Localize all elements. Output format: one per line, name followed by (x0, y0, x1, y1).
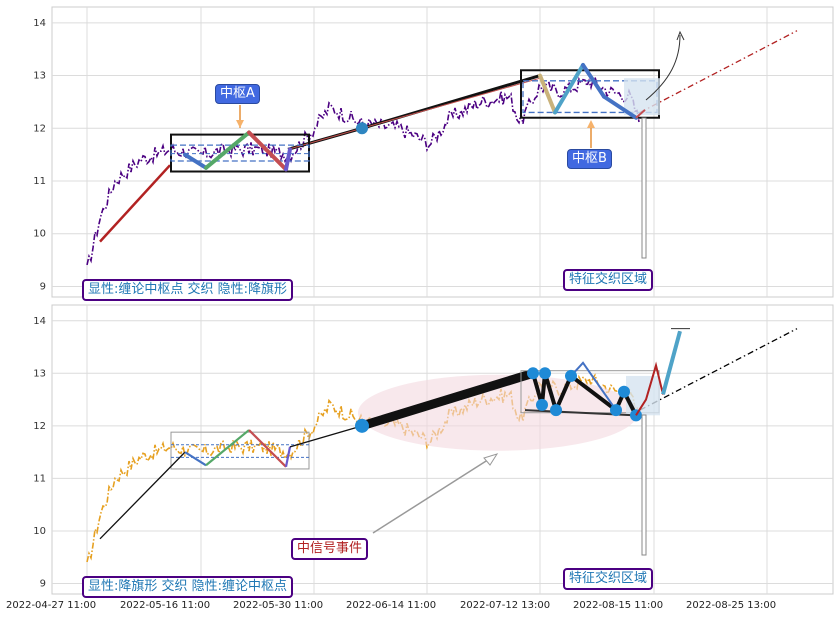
y-tick-label: 10 (33, 229, 46, 240)
bottom-stroke-1 (99, 451, 186, 540)
bottom-projection-line (639, 328, 798, 411)
y-tick-label: 10 (33, 526, 46, 537)
x-tick-label: 2022-05-30 11:00 (233, 600, 324, 611)
bottom-node-point (550, 404, 562, 417)
top-plot-area (51, 6, 834, 298)
top-node-point (356, 122, 368, 135)
bottom-node-point (539, 367, 551, 380)
breakout-curve (645, 34, 681, 101)
bottom-plot-area (51, 304, 834, 595)
pivot-a-segment (284, 147, 292, 172)
pivot-b-label: 中枢B (567, 149, 612, 169)
bottom-node-point (610, 404, 622, 417)
bottom-node-point (536, 398, 548, 411)
signal-ellipse (358, 374, 638, 451)
y-tick-label: 9 (40, 578, 46, 589)
pivot-b-segment (538, 73, 557, 115)
pivot-a-arrowhead (236, 120, 244, 128)
bottom-pivot-segment (205, 429, 250, 467)
y-tick-label: 13 (33, 71, 46, 82)
y-tick-label: 13 (33, 368, 46, 379)
bottom-pivot-segment (248, 429, 287, 468)
signal-event-label: 中信号事件 (291, 538, 369, 560)
bottom-pivot-segment (184, 451, 207, 467)
pivot-a-segment (247, 130, 288, 172)
x-tick-label: 2022-07-12 13:00 (460, 600, 551, 611)
bottom-breakout-blue (661, 330, 682, 395)
pivot-b-segment (553, 63, 585, 115)
bottom-pivot-segment (284, 446, 292, 468)
y-tick-label: 11 (33, 176, 46, 187)
y-tick-label: 12 (33, 421, 46, 432)
y-tick-label: 14 (33, 18, 46, 29)
breakout-arrowhead (676, 30, 685, 41)
top-feature-zone-label: 特征交织区域 (563, 269, 654, 291)
y-tick-label: 12 (33, 123, 46, 134)
pivot-b-arrowhead (587, 120, 595, 128)
x-tick-label: 2022-04-27 11:00 (6, 600, 97, 611)
top-summary-label: 显性:缠论中枢点 交织 隐性:降旗形 (82, 279, 294, 301)
bottom-summary-label: 显性:降旗形 交织 隐性:缠论中枢点 (82, 576, 294, 598)
bottom-feature-zone-label: 特征交织区域 (563, 568, 654, 590)
bottom-node-point (527, 367, 539, 380)
pivot-b-segment (581, 63, 606, 99)
x-tick-label: 2022-06-14 11:00 (346, 600, 437, 611)
bottom-zone-marker-bar (641, 414, 647, 556)
top-stroke-1 (99, 164, 171, 243)
y-tick-label: 11 (33, 473, 46, 484)
bottom-start-node (355, 418, 369, 433)
pivot-a-label: 中枢A (215, 84, 260, 104)
bottom-link-line (289, 425, 363, 448)
x-tick-label: 2022-05-16 11:00 (120, 600, 211, 611)
bottom-trend-thick (360, 369, 535, 431)
y-tick-label: 14 (33, 316, 46, 327)
bottom-node-point (618, 385, 630, 398)
pivot-a-segment (204, 130, 251, 170)
signal-pointer-arrowhead (483, 453, 499, 466)
feature-zone-highlight (624, 78, 660, 116)
bottom-node-point (565, 369, 577, 382)
top-projection-line (639, 30, 798, 114)
zone-marker-bar (641, 117, 647, 259)
pivot-a-inner-box (170, 144, 310, 162)
signal-pointer-arrow (372, 455, 495, 534)
x-tick-label: 2022-08-25 13:00 (686, 600, 777, 611)
pivot-a-segment (183, 152, 208, 170)
bottom-pivot-box (170, 431, 310, 470)
y-tick-label: 9 (40, 281, 46, 292)
pivot-b-segment (602, 94, 638, 120)
pivot-b-exit (635, 109, 646, 119)
x-tick-label: 2022-08-15 11:00 (573, 600, 664, 611)
